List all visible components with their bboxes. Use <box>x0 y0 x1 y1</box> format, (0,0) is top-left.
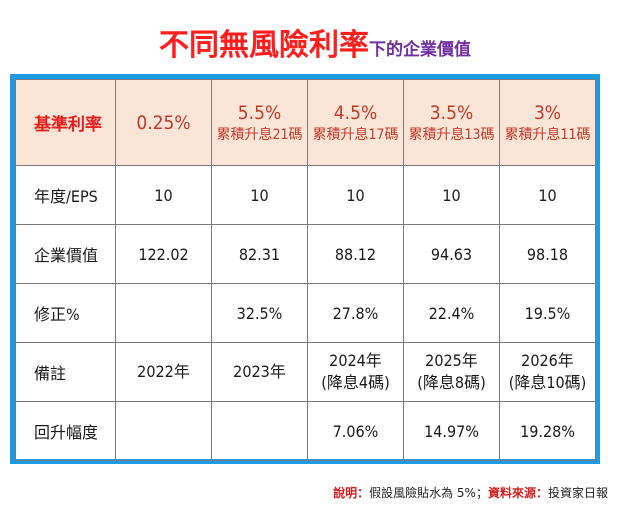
header-cell: 0.25% <box>115 79 212 166</box>
cut-text: (降息10碼) <box>508 373 587 392</box>
table-cell: 2023年 <box>211 342 308 402</box>
table-frame: 基準利率 0.25% 5.5% 累積升息21碼 4.5% 累積升息17碼 3.5… <box>10 74 600 464</box>
row-label: 修正% <box>15 283 116 343</box>
source-text: 投資家日報 <box>547 486 608 500</box>
table-cell: 14.97% <box>403 401 500 461</box>
table-cell: 10 <box>499 165 596 225</box>
rate-note: 累積升息17碼 <box>312 126 399 143</box>
table-cell <box>115 401 212 461</box>
table-row-value: 企業價值 122.02 82.31 88.12 94.63 98.18 <box>15 224 596 284</box>
year-text: 2022年 <box>137 362 190 381</box>
table-cell: 2026年 (降息10碼) <box>499 342 596 402</box>
rate-value: 0.25% <box>136 111 191 134</box>
table-cell: 19.5% <box>499 283 596 343</box>
footer-note: 說明：假設風險貼水為 5%；資料來源：投資家日報 <box>333 484 608 501</box>
rate-note: 累積升息13碼 <box>408 126 495 143</box>
explain-label: 說明： <box>333 486 370 500</box>
table-cell: 10 <box>211 165 308 225</box>
source-label: 資料來源： <box>487 486 548 500</box>
year-text: 2024年 <box>329 351 382 370</box>
rate-value: 4.5% <box>333 101 378 124</box>
table-cell: 88.12 <box>307 224 404 284</box>
header-cell: 3.5% 累積升息13碼 <box>403 79 500 166</box>
title-sub: 下的企業價值 <box>369 40 471 60</box>
rate-value: 3% <box>533 101 562 124</box>
table-cell: 94.63 <box>403 224 500 284</box>
table-row-correction: 修正% 32.5% 27.8% 22.4% 19.5% <box>15 283 596 343</box>
row-label: 年度/EPS <box>15 165 116 225</box>
cut-text: (降息8碼) <box>417 373 486 392</box>
table-cell: 22.4% <box>403 283 500 343</box>
header-cell: 5.5% 累積升息21碼 <box>211 79 308 166</box>
rate-note: 累積升息11碼 <box>504 126 591 143</box>
table-cell: 98.18 <box>499 224 596 284</box>
page-title: 不同無風險利率下的企業價值 <box>0 20 630 64</box>
table-cell: 10 <box>115 165 212 225</box>
header-cell: 3% 累積升息11碼 <box>499 79 596 166</box>
table-cell: 2024年 (降息4碼) <box>307 342 404 402</box>
table-cell: 32.5% <box>211 283 308 343</box>
row-label: 企業價值 <box>15 224 116 284</box>
rate-value: 5.5% <box>237 101 282 124</box>
table-row-note: 備註 2022年 2023年 2024年 (降息4碼) 2025年 (降息8碼)… <box>15 342 596 402</box>
title-main: 不同無風險利率 <box>159 28 369 63</box>
table-cell: 10 <box>307 165 404 225</box>
table-cell <box>211 401 308 461</box>
table-cell: 2022年 <box>115 342 212 402</box>
table-cell: 2025年 (降息8碼) <box>403 342 500 402</box>
header-row: 基準利率 0.25% 5.5% 累積升息21碼 4.5% 累積升息17碼 3.5… <box>15 79 596 166</box>
table-cell: 27.8% <box>307 283 404 343</box>
year-text: 2026年 <box>521 351 574 370</box>
table-cell: 10 <box>403 165 500 225</box>
table-cell <box>115 283 212 343</box>
year-text: 2023年 <box>233 362 286 381</box>
table-cell: 122.02 <box>115 224 212 284</box>
row-label: 回升幅度 <box>15 401 116 461</box>
row-label: 備註 <box>15 342 116 402</box>
rate-value: 3.5% <box>429 101 474 124</box>
table-cell: 82.31 <box>211 224 308 284</box>
rate-note: 累積升息21碼 <box>216 126 303 143</box>
header-label: 基準利率 <box>15 79 116 166</box>
cut-text: (降息4碼) <box>321 373 390 392</box>
explain-text: 假設風險貼水為 5%； <box>369 486 488 500</box>
valuation-table: 基準利率 0.25% 5.5% 累積升息21碼 4.5% 累積升息17碼 3.5… <box>15 79 596 461</box>
table-cell: 19.28% <box>499 401 596 461</box>
table-row-rebound: 回升幅度 7.06% 14.97% 19.28% <box>15 401 596 461</box>
year-text: 2025年 <box>425 351 478 370</box>
table-cell: 7.06% <box>307 401 404 461</box>
header-cell: 4.5% 累積升息17碼 <box>307 79 404 166</box>
table-row-eps: 年度/EPS 10 10 10 10 10 <box>15 165 596 225</box>
